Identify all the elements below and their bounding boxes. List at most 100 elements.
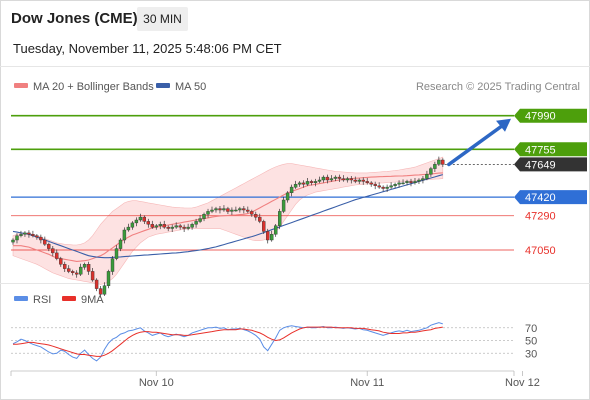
candle-body — [405, 181, 409, 183]
candle-body — [262, 221, 266, 232]
rsi-legend-swatch — [14, 296, 28, 301]
candle-body — [178, 225, 182, 228]
candle-body — [27, 232, 31, 235]
candle-body — [210, 209, 214, 212]
instrument-title: Dow Jones (CME) — [11, 10, 138, 27]
candle-body — [174, 225, 178, 228]
candle-body — [365, 181, 369, 183]
time-axis-label: Nov 11 — [350, 377, 384, 389]
time-axis: Nov 10 Nov 11 Nov 12 — [10, 370, 540, 389]
candle-body — [206, 211, 210, 215]
candle-body — [106, 271, 111, 286]
candle-body — [433, 164, 437, 169]
candle-body — [202, 214, 206, 219]
candle-body — [31, 234, 35, 236]
candle-body — [238, 208, 242, 211]
candle-body — [325, 176, 330, 181]
candle-body — [345, 178, 349, 181]
candle-body — [429, 168, 433, 175]
candle-body — [134, 219, 139, 224]
candle-body — [222, 208, 226, 211]
candle-body — [373, 184, 377, 186]
candle-body — [47, 244, 51, 249]
rsi-tick-label: 70 — [525, 323, 537, 335]
candle-body — [226, 208, 230, 212]
rsi-ma-legend-swatch — [62, 296, 76, 301]
candle-body — [242, 208, 246, 211]
ma50-legend-label: MA 50 — [175, 81, 206, 93]
bollinger-band-area — [12, 156, 444, 285]
candle-body — [309, 181, 314, 183]
rsi-tick-label: 30 — [525, 348, 537, 360]
candle-body — [389, 185, 393, 188]
candle-body — [397, 182, 401, 185]
candle-body — [78, 266, 83, 275]
candle-body — [357, 179, 361, 182]
candle-body — [393, 184, 397, 186]
candle-body — [381, 186, 385, 189]
time-axis-label: Nov 10 — [139, 377, 174, 389]
candle-body — [349, 178, 353, 181]
level-tag-47990 — [514, 108, 587, 123]
candle-body — [401, 182, 405, 185]
candle-body — [333, 176, 338, 179]
candle-body — [274, 225, 278, 235]
forecast-arrow — [447, 118, 511, 167]
candle-body — [218, 208, 222, 211]
candle-body — [297, 182, 302, 185]
candle-body — [425, 174, 429, 179]
candle-body — [182, 226, 186, 229]
candle-body — [285, 192, 290, 201]
candle-body — [437, 159, 441, 165]
ma50-line — [12, 174, 443, 259]
candle-body — [51, 248, 55, 254]
candle-body — [63, 264, 67, 269]
ma20-line — [13, 172, 443, 262]
ma50-legend-swatch — [156, 83, 170, 88]
candle-body — [214, 208, 218, 211]
candle-body — [198, 218, 202, 222]
candle-body — [413, 181, 417, 183]
candle-body — [126, 226, 131, 231]
candle-body — [138, 216, 143, 221]
candle-body — [266, 231, 270, 241]
arrow-head — [496, 118, 511, 132]
candle-body — [122, 229, 127, 241]
candle-body — [289, 186, 294, 194]
interval-button[interactable]: 30 MIN — [137, 7, 188, 31]
candle-body — [353, 179, 357, 182]
candle-body — [59, 258, 63, 265]
candle-body — [421, 178, 425, 181]
level-label-47290: 47290 — [525, 211, 556, 223]
candle-body — [166, 226, 170, 229]
candle-body — [114, 248, 119, 259]
level-label-47050: 47050 — [525, 245, 556, 257]
candle-body — [154, 225, 159, 228]
candle-body — [230, 209, 234, 212]
candle-body — [170, 226, 174, 229]
candle-body — [329, 178, 334, 181]
candle-body — [361, 179, 365, 182]
candle-body — [250, 211, 254, 215]
candle-body — [278, 211, 282, 226]
candle-body — [293, 184, 298, 188]
candle-body — [102, 285, 107, 295]
arrow-shaft — [447, 121, 507, 167]
candle-body — [118, 239, 123, 249]
candle-body — [186, 226, 190, 229]
candle-body — [43, 239, 47, 245]
credit-label: Research © 2025 Trading Central — [416, 81, 580, 93]
candle-body — [377, 185, 381, 188]
candle-body — [74, 272, 79, 275]
candle-body — [146, 221, 151, 225]
level-tag-47420 — [514, 190, 587, 205]
price-levels: 47990 47755 47649 47420 47290 47050 — [11, 108, 587, 257]
candle-body — [385, 186, 389, 189]
candle-body — [162, 224, 166, 228]
candle-body — [194, 221, 198, 225]
pane-divider — [0, 283, 590, 284]
candle-body — [190, 224, 194, 228]
level-label-47755: 47755 — [525, 144, 556, 156]
header-divider — [0, 66, 590, 67]
